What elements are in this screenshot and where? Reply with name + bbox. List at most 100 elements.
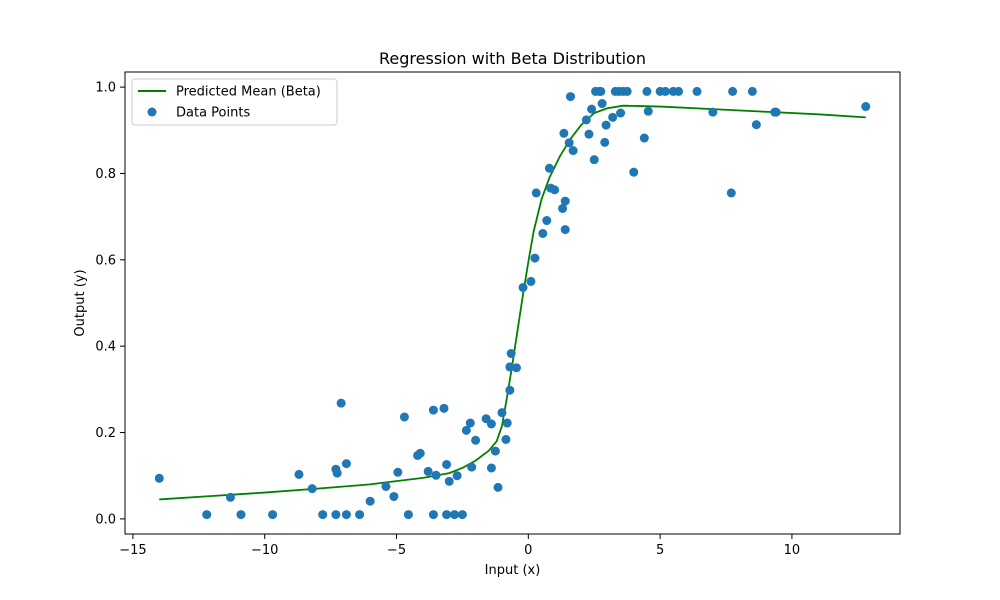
- data-point: [442, 510, 452, 520]
- data-point: [471, 435, 481, 445]
- data-point: [560, 196, 570, 206]
- data-point: [332, 468, 342, 478]
- y-tick-label: 0.8: [95, 167, 116, 182]
- data-point: [639, 133, 649, 143]
- data-point: [450, 510, 460, 520]
- data-point: [355, 510, 365, 520]
- data-point: [629, 167, 639, 177]
- data-point: [708, 107, 718, 117]
- data-point: [486, 419, 496, 429]
- data-point: [597, 99, 607, 109]
- plot-frame: [124, 71, 901, 535]
- data-point: [584, 129, 594, 139]
- data-point: [341, 459, 351, 469]
- data-point: [608, 112, 618, 122]
- data-point: [365, 496, 375, 506]
- data-point: [439, 403, 449, 413]
- y-tick-label: 0.4: [95, 340, 116, 355]
- x-tick-label: −10: [251, 543, 278, 558]
- data-point: [589, 155, 599, 165]
- data-point: [336, 398, 346, 408]
- x-tick-label: −5: [387, 543, 406, 558]
- data-point: [444, 476, 454, 486]
- data-point: [381, 482, 391, 491]
- data-point: [559, 128, 569, 138]
- data-point: [674, 86, 684, 96]
- data-point: [497, 408, 507, 418]
- data-point: [861, 102, 871, 112]
- data-point: [501, 434, 511, 444]
- data-point: [544, 163, 554, 173]
- data-point: [225, 492, 235, 502]
- data-point: [236, 510, 246, 520]
- legend: Predicted Mean (Beta) Data Points: [131, 78, 338, 126]
- data-point: [294, 469, 304, 479]
- data-point: [461, 425, 471, 435]
- data-point: [565, 92, 575, 102]
- data-point: [642, 86, 652, 96]
- data-point: [415, 448, 425, 458]
- data-point: [526, 276, 536, 286]
- data-point: [550, 185, 560, 195]
- data-point: [490, 446, 500, 456]
- chart-title: Regression with Beta Distribution: [379, 49, 646, 68]
- data-point: [692, 86, 702, 96]
- data-point: [307, 484, 317, 494]
- x-tick-label: −15: [119, 543, 146, 558]
- data-point: [486, 463, 496, 473]
- data-point: [154, 473, 164, 483]
- x-tick-label: 10: [784, 543, 801, 558]
- data-point: [467, 462, 477, 472]
- data-point: [622, 86, 632, 96]
- data-point: [431, 470, 441, 480]
- y-tick-label: 1.0: [95, 81, 116, 96]
- legend-box: [131, 78, 338, 126]
- data-point: [403, 510, 413, 520]
- data-point: [587, 104, 597, 114]
- plot-area: [154, 86, 871, 520]
- data-point: [751, 120, 761, 130]
- data-point: [564, 138, 574, 148]
- data-point: [581, 115, 591, 125]
- data-point: [493, 482, 503, 492]
- y-tick-label: 0.0: [95, 512, 116, 527]
- data-point: [505, 362, 515, 372]
- data-point: [558, 203, 568, 213]
- data-point: [643, 106, 653, 116]
- data-point: [341, 510, 351, 520]
- data-point: [616, 108, 626, 118]
- predicted-mean-line: [159, 104, 866, 501]
- data-point: [518, 282, 528, 292]
- data-point: [542, 216, 552, 226]
- data-point: [601, 120, 611, 130]
- data-point: [502, 418, 512, 428]
- x-axis-label: Input (x): [485, 563, 541, 578]
- data-point: [505, 385, 515, 395]
- data-point: [568, 146, 578, 156]
- axes: −15 −10 −5 0 5 10 0.0 0.2 0.4 0.6 0.8 1.0: [95, 81, 800, 558]
- x-tick-label: 5: [656, 543, 664, 558]
- data-point: [596, 86, 606, 96]
- data-point: [393, 467, 403, 477]
- data-point: [428, 510, 438, 520]
- data-point: [511, 363, 521, 373]
- data-point: [530, 253, 540, 263]
- data-point: [465, 418, 475, 428]
- data-point: [531, 188, 541, 198]
- legend-label-data-points: Data Points: [176, 106, 250, 121]
- data-point: [506, 349, 516, 359]
- data-point: [399, 412, 409, 422]
- legend-marker-swatch: [147, 107, 157, 117]
- data-point: [771, 107, 781, 117]
- data-point: [428, 405, 438, 415]
- data-point: [538, 228, 548, 238]
- data-point: [389, 491, 399, 501]
- data-point: [560, 225, 570, 235]
- data-point: [318, 510, 328, 520]
- y-tick-label: 0.2: [95, 426, 116, 441]
- y-axis-label: Output (y): [73, 269, 88, 336]
- data-point: [728, 86, 738, 96]
- x-tick-label: 0: [524, 543, 532, 558]
- y-tick-label: 0.6: [95, 253, 116, 268]
